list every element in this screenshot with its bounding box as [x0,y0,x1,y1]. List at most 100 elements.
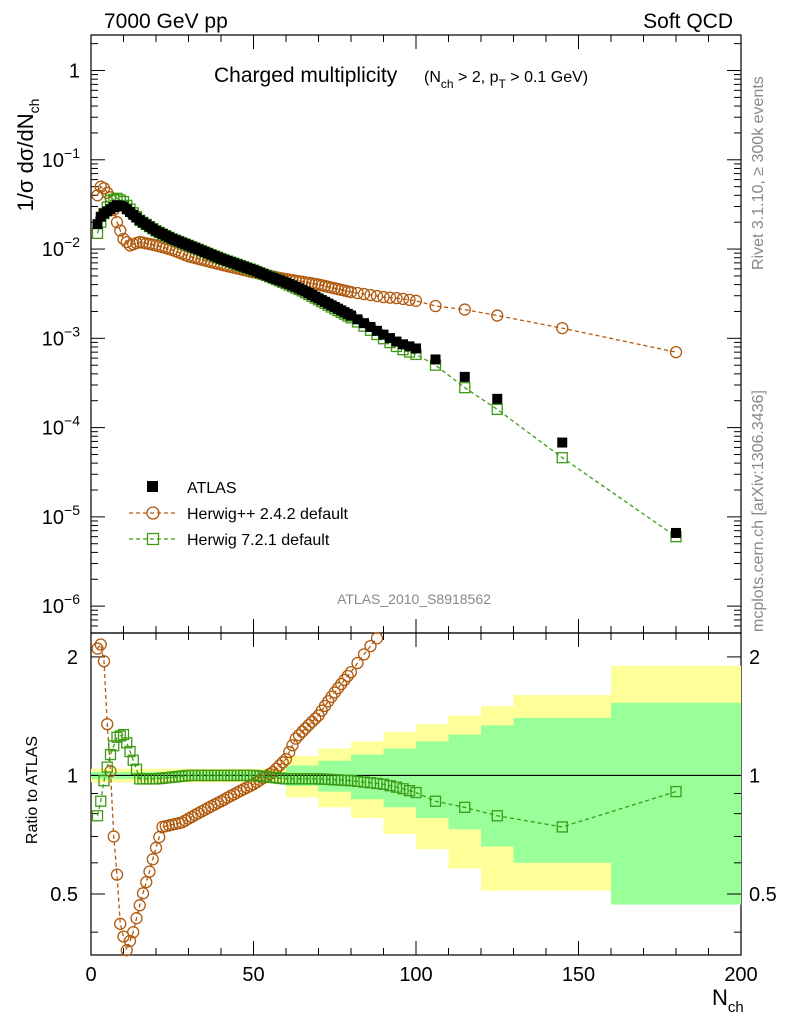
x-tick-label: 150 [562,964,595,986]
y-tick-label-base: 10 [42,507,64,529]
legend: ATLAS Herwig++ 2.4.2 default Herwig 7.2.… [129,480,349,549]
ratio-herwigpp-point [123,934,137,948]
y-tick-label-base: 10 [42,328,64,350]
herwig7-point [459,382,471,394]
herwigpp-point [669,346,683,359]
ratio-herwigpp-point [335,677,348,691]
ratio-herwigpp-point [351,656,364,670]
herwigpp-point [377,290,390,304]
ratio-herwig7-point [390,781,403,793]
ratio-herwig7-point [670,785,682,798]
herwigpp-point [117,232,130,246]
ratio-herwig7-point [371,777,383,790]
atlas-point [404,341,415,352]
herwigpp-point [383,291,397,304]
herwigpp-point [114,224,127,237]
ratio-herwigpp-point [309,712,322,725]
y-tick-label-exponent: −5 [64,502,80,518]
legend-atlas-label: ATLAS [187,480,237,497]
ratio-band-inner [383,748,416,808]
ratio-herwig7-point [556,821,568,833]
ratio-series [91,632,682,957]
x-tick-label: 50 [242,964,264,986]
ratio-herwigpp-point [273,759,286,772]
ratio-herwig7-point [397,783,409,795]
ratio-y-axis-label: Ratio to ATLAS [24,736,41,844]
herwigpp-line [96,185,677,353]
herwigpp-point [556,322,569,335]
title-cut-t: T [499,77,507,91]
ratio-herwigpp-point [149,841,163,854]
ratio-herwigpp-point [302,718,315,732]
ratio-herwigpp-point [101,717,114,731]
herwigpp-point [429,299,442,313]
atlas-point [459,371,470,382]
atlas-point [352,314,363,325]
ratio-uncertainty-bands [91,665,741,905]
ratio-herwigpp-point [133,899,146,912]
ratio-herwigpp-point [292,729,306,742]
ratio-herwigpp-point [276,756,289,769]
atlas-point [671,527,681,538]
ratio-band-inner [448,734,481,830]
ratio-herwigpp-point [91,642,104,655]
ratio-herwig7-point [127,754,139,766]
ratio-herwigpp-point [270,762,283,775]
ratio-herwigpp-point [146,853,159,866]
ratio-herwigpp-point [97,655,111,668]
ratio-herwigpp-point [130,912,143,925]
y-axis-label-sub: ch [26,99,42,114]
legend-herwigpp-marker [146,506,160,520]
x-axis-label-main: N [712,985,728,1010]
atlas-point [359,318,369,329]
ratio-herwig7-point [114,730,126,742]
y-tick-label-exponent: −2 [64,234,80,250]
atlas-point [398,339,408,350]
x-tick-label: 100 [399,964,432,986]
ratio-herwigpp-point [364,639,377,653]
y-tick-label: 10−4 [42,413,80,440]
y-tick-label-base: 10 [42,418,64,440]
x-axis-label: Nch [712,985,744,1016]
ratio-band-inner [481,725,514,847]
title-cut-mid: > 2, p [454,69,499,86]
ratio-herwigpp-point [94,638,107,651]
ratio-herwigpp-line [96,637,378,953]
analysis-tag: ATLAS_2010_S8918562 [337,591,491,607]
herwigpp-point [396,292,410,306]
herwig7-point [556,452,568,464]
legend-herwigpp-label: Herwig++ 2.4.2 default [187,506,349,523]
y-tick-label: 10−3 [42,323,80,350]
ratio-herwig7-point [91,810,104,822]
ratio-herwigpp-point [107,830,120,843]
ratio-herwigpp-point [286,739,299,752]
ratio-tick-label-left: 0.5 [50,884,78,906]
ratio-herwigpp-point [338,673,351,687]
atlas-point [391,336,402,347]
ratio-herwig7-point [403,784,416,797]
legend-atlas-marker [147,481,158,492]
herwigpp-point [390,291,403,305]
ratio-tick-label-right: 1 [749,765,760,787]
ratio-herwigpp-point [331,682,345,695]
y-tick-label-exponent: −1 [64,145,80,161]
y-tick-label: 1 [69,61,80,83]
herwigpp-point [370,289,384,303]
herwigpp-point [351,286,364,300]
ratio-herwigpp-point [296,725,309,738]
ratio-herwigpp-point [136,887,150,900]
x-axis-label-sub: ch [728,999,744,1016]
ratio-herwig7-point [117,728,130,741]
ratio-herwig7-point [429,795,442,807]
ratio-herwig7-point [95,795,107,807]
y-axis-label-main: 1/σ dσ/dN [13,113,38,211]
energy-label: 7000 GeV pp [104,10,228,33]
y-tick-label: 10−5 [42,502,80,529]
ratio-tick-label-right: 0.5 [749,884,777,906]
ratio-herwigpp-point [305,715,319,728]
atlas-point [492,393,503,404]
y-tick-label-base: 10 [42,239,64,261]
chart-title-subscript: (Nch > 2, pT > 0.1 GeV) [424,69,588,91]
ratio-herwigpp-point [110,868,124,881]
